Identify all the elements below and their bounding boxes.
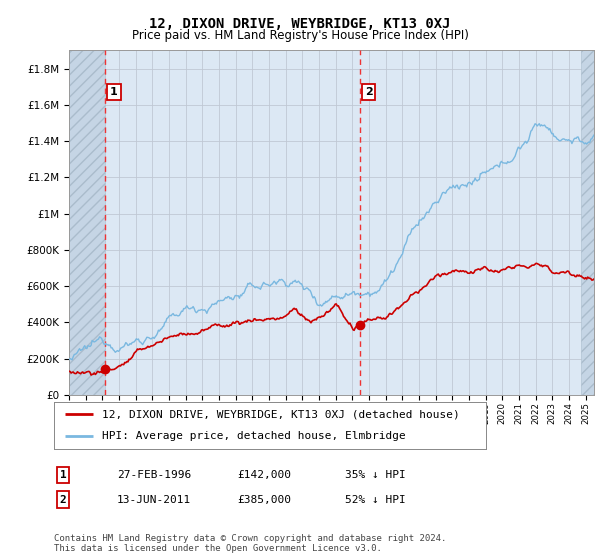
Text: 12, DIXON DRIVE, WEYBRIDGE, KT13 0XJ: 12, DIXON DRIVE, WEYBRIDGE, KT13 0XJ	[149, 16, 451, 30]
Text: 2: 2	[59, 494, 67, 505]
Text: 27-FEB-1996: 27-FEB-1996	[117, 470, 191, 480]
Text: HPI: Average price, detached house, Elmbridge: HPI: Average price, detached house, Elmb…	[101, 431, 405, 441]
Text: 1: 1	[59, 470, 67, 480]
Text: 52% ↓ HPI: 52% ↓ HPI	[345, 494, 406, 505]
Text: Contains HM Land Registry data © Crown copyright and database right 2024.
This d: Contains HM Land Registry data © Crown c…	[54, 534, 446, 553]
Text: £385,000: £385,000	[237, 494, 291, 505]
Text: 13-JUN-2011: 13-JUN-2011	[117, 494, 191, 505]
Text: 35% ↓ HPI: 35% ↓ HPI	[345, 470, 406, 480]
Text: 1: 1	[110, 87, 118, 97]
Bar	[69, 50, 105, 395]
Text: Price paid vs. HM Land Registry's House Price Index (HPI): Price paid vs. HM Land Registry's House …	[131, 29, 469, 42]
Bar	[581, 50, 594, 395]
Text: 2: 2	[365, 87, 373, 97]
Text: £142,000: £142,000	[237, 470, 291, 480]
Text: 12, DIXON DRIVE, WEYBRIDGE, KT13 0XJ (detached house): 12, DIXON DRIVE, WEYBRIDGE, KT13 0XJ (de…	[101, 409, 459, 419]
